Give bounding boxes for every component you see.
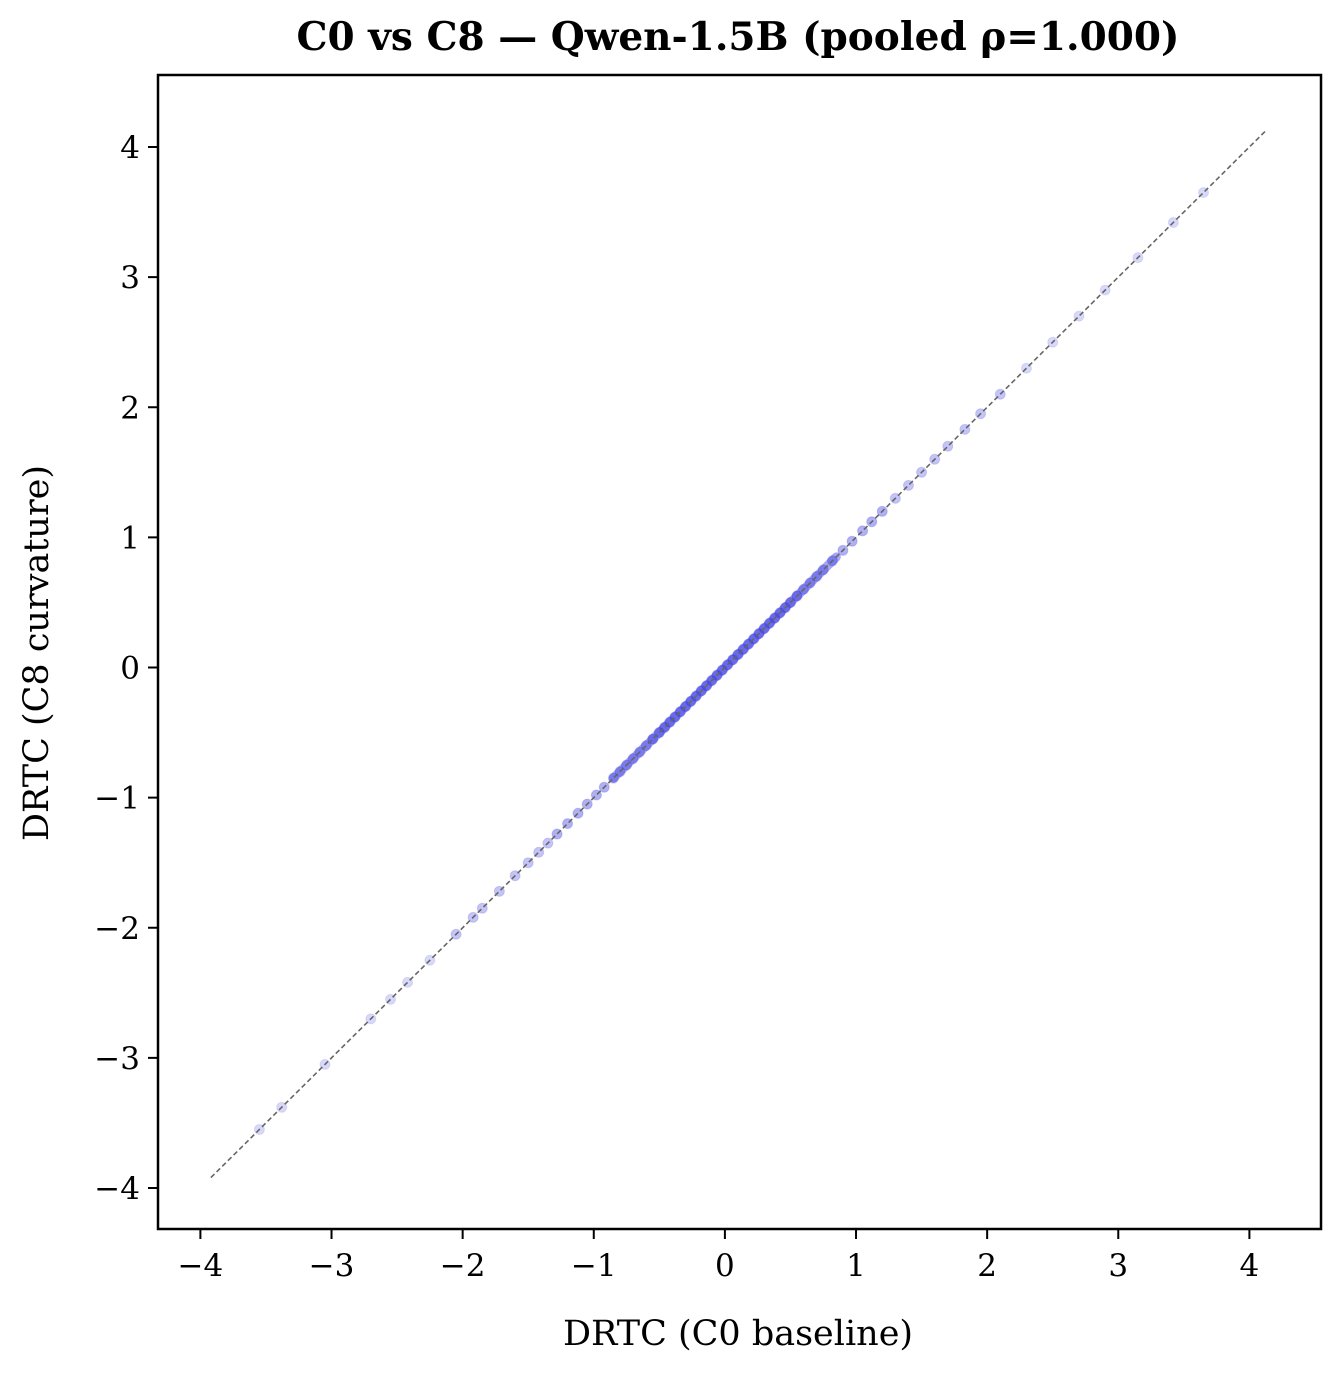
axes: −4 −3 −2 −1 0 1 2 3 4 −4 −3 −2 −1 0 1 2 3 4 bbox=[94, 73, 1323, 1284]
x-tick-label: −1 bbox=[571, 1248, 617, 1284]
x-axis-label: DRTC (C0 baseline) bbox=[563, 1314, 913, 1354]
chart-title: C0 vs C8 — Qwen-1.5B (pooled ρ=1.000) bbox=[297, 14, 1180, 60]
identity-reference-line bbox=[210, 129, 1268, 1179]
y-tick-label: 3 bbox=[120, 260, 140, 296]
y-tick-label: 0 bbox=[120, 651, 140, 687]
x-tick-label: 1 bbox=[846, 1248, 866, 1284]
plot-frame bbox=[156, 73, 1323, 1231]
y-tick-label: 2 bbox=[120, 390, 140, 426]
y-tick-label: −2 bbox=[94, 911, 140, 947]
x-tick-label: 2 bbox=[977, 1248, 997, 1284]
x-tick-label: 0 bbox=[715, 1248, 735, 1284]
y-tick-label: 1 bbox=[120, 520, 140, 556]
x-tick-label: −3 bbox=[309, 1248, 355, 1284]
y-tick-label: −3 bbox=[94, 1041, 140, 1077]
y-axis-label: DRTC (C8 curvature) bbox=[17, 465, 57, 841]
y-tick-label: −1 bbox=[94, 781, 140, 817]
data-layer bbox=[210, 129, 1268, 1179]
x-tick-label: 4 bbox=[1240, 1248, 1260, 1284]
y-tick-label: 4 bbox=[120, 130, 140, 166]
x-tick-label: −2 bbox=[440, 1248, 486, 1284]
x-tick-label: 3 bbox=[1108, 1248, 1128, 1284]
x-tick-label: −4 bbox=[178, 1248, 224, 1284]
plot-area bbox=[210, 129, 1268, 1179]
y-tick-label: −4 bbox=[94, 1171, 140, 1207]
